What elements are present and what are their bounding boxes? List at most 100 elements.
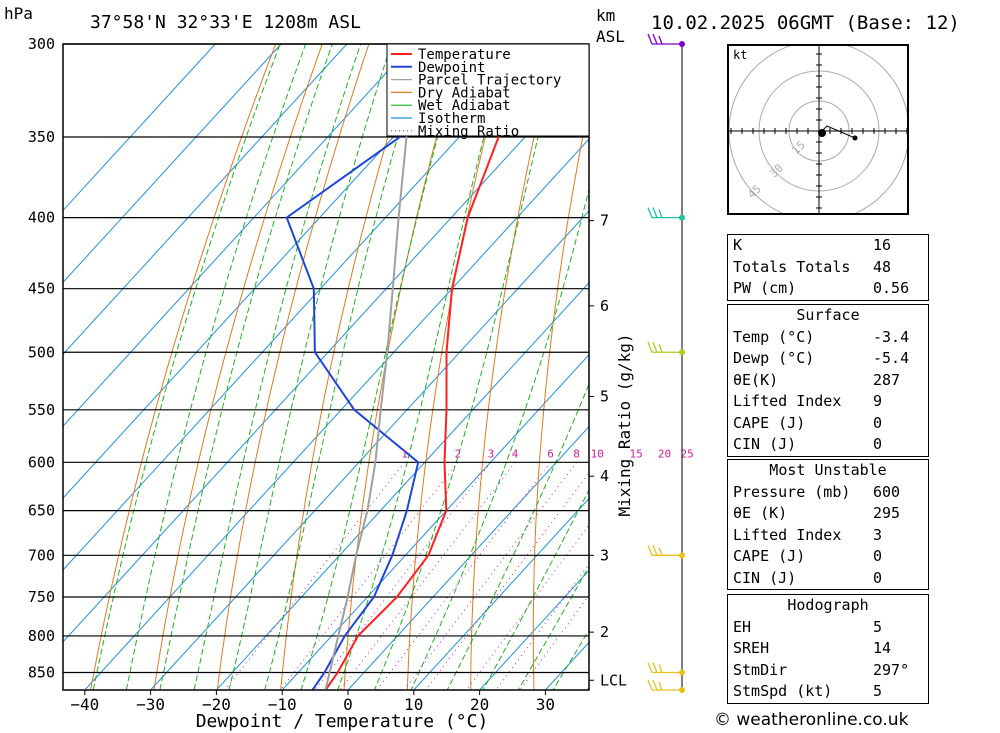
- pressure-tick-label: 350: [28, 128, 55, 146]
- height-unit-bottom: ASL: [596, 27, 625, 46]
- height-tick-label: 3: [600, 546, 609, 564]
- surface-key: CAPE (J): [733, 413, 806, 432]
- legend-label: Dewpoint: [418, 60, 485, 76]
- pressure-tick-label: 450: [28, 280, 55, 298]
- hodograph-storm-marker: [818, 129, 826, 137]
- dry-adiabat-line: [532, 102, 589, 690]
- legend-label: Isotherm: [418, 111, 485, 127]
- index-value: 48: [873, 257, 892, 276]
- isotherm-line: [281, 353, 589, 690]
- isotherm-line: [216, 282, 589, 690]
- height-tick-label: 4: [600, 467, 609, 485]
- isotherm-line: [413, 497, 589, 690]
- legend-label: Parcel Trajectory: [418, 73, 561, 89]
- plot-frame: [62, 43, 590, 691]
- surface-row: CIN (J) 0: [728, 434, 928, 456]
- mu-value: 3: [873, 525, 883, 544]
- pressure-tick-label: 800: [28, 627, 55, 645]
- x-tick-label: −20: [202, 695, 231, 714]
- pressure-tick-label: 700: [28, 546, 55, 564]
- hodo-key: EH: [733, 617, 752, 636]
- surface-key: Lifted Index: [733, 392, 842, 410]
- mixing-ratio-label: 25: [680, 447, 693, 460]
- wet-adiabat-line: [410, 187, 589, 690]
- isotherm-line: [63, 44, 216, 212]
- height-tick-label: 2: [600, 623, 609, 641]
- hodograph-ring-label-45: 45: [745, 183, 764, 202]
- parcel-trajectory-series: [324, 44, 421, 690]
- surface-key: Dewp (°C): [733, 349, 815, 367]
- pressure-tick-label: 750: [28, 588, 55, 606]
- isotherm-line: [84, 138, 589, 690]
- surface-value: -3.4: [873, 327, 910, 346]
- isotherm-line: [63, 44, 545, 571]
- mixing-ratio-label: 3: [488, 447, 495, 460]
- x-tick-label: −30: [136, 695, 165, 714]
- wet-adiabat-line: [482, 488, 589, 690]
- index-key: K: [733, 236, 743, 254]
- dry-adiabat-line: [216, 44, 370, 690]
- mixing-ratio-line: [224, 461, 405, 690]
- legend-label: Dry Adiabat: [418, 85, 511, 101]
- hodograph-table: Hodograph EH 5 SREH 14 StmDir 297° StmSpd (…: [727, 594, 929, 704]
- mu-row: θE (K) 295: [728, 503, 928, 525]
- mixing-ratio-line: [465, 524, 589, 690]
- index-row-totals: Totals Totals 48: [728, 257, 928, 279]
- wet-adiabat-line: [446, 382, 589, 690]
- mu-key: θE (K): [733, 504, 788, 522]
- hodograph-unit: kt: [733, 48, 747, 62]
- surface-table: Surface Temp (°C) -3.4 Dewp (°C) -5.4 θE(K…: [727, 304, 929, 457]
- mu-key: Pressure (mb): [733, 482, 851, 501]
- surface-row: Dewp (°C) -5.4: [728, 348, 928, 370]
- most-unstable-title: Most Unstable: [769, 461, 887, 479]
- x-tick-label: 0: [343, 695, 353, 714]
- dry-adiabat-line: [406, 44, 510, 690]
- isotherm-line: [63, 44, 414, 427]
- hodo-row: StmSpd (kt) 5: [728, 681, 928, 703]
- location-title: 37°58'N 32°33'E 1208m ASL: [90, 12, 361, 33]
- legend-box: [386, 43, 590, 137]
- pressure-unit-label: hPa: [4, 4, 33, 23]
- mu-value: 600: [873, 482, 901, 501]
- surface-value: 0: [873, 413, 883, 432]
- mu-key: CIN (J): [733, 568, 797, 587]
- wind-barb: [647, 545, 682, 556]
- surface-key: θE(K): [733, 370, 779, 389]
- surface-row: CAPE (J) 0: [728, 413, 928, 435]
- mu-value: 0: [873, 568, 883, 587]
- x-tick-label: 20: [470, 695, 489, 714]
- height-tick-label: 6: [600, 297, 609, 315]
- mu-row: Pressure (mb) 600: [728, 482, 928, 504]
- index-key: PW (cm): [733, 279, 797, 297]
- x-axis-label: Dewpoint / Temperature (°C): [196, 711, 489, 732]
- height-unit-top: km: [596, 6, 616, 25]
- dry-adiabat-line: [343, 44, 463, 690]
- isotherm-line: [347, 425, 589, 690]
- wet-adiabat-line: [159, 44, 333, 690]
- mixing-ratio-label: 8: [573, 447, 580, 460]
- most-unstable-table: Most Unstable Pressure (mb) 600 θE (K) 295…: [727, 459, 929, 590]
- x-tick-label: −10: [268, 695, 297, 714]
- wet-adiabat-line: [193, 44, 362, 690]
- mixing-ratio-label: 4: [512, 447, 519, 460]
- wet-adiabat-line: [517, 565, 589, 690]
- wet-adiabat-line: [125, 44, 307, 690]
- index-row-k: K 16: [728, 235, 928, 257]
- height-tick-label: 5: [600, 387, 609, 405]
- mixing-ratio-line: [403, 461, 577, 690]
- hodo-value: 5: [873, 682, 883, 700]
- surface-row: Temp (°C) -3.4: [728, 327, 928, 349]
- mu-value: 295: [873, 504, 901, 522]
- mu-row: CIN (J) 0: [728, 568, 928, 590]
- hodo-value: 5: [873, 617, 883, 636]
- mu-value: 0: [873, 547, 883, 565]
- x-tick-label: 30: [536, 695, 555, 714]
- dry-adiabat-line: [470, 44, 556, 690]
- pressure-tick-label: 500: [28, 343, 55, 361]
- credit-link[interactable]: © weatheronline.co.uk: [714, 710, 909, 730]
- mu-key: Lifted Index: [733, 525, 842, 544]
- index-row-pw: PW (cm) 0.56: [728, 278, 928, 300]
- mixing-ratio-label: 10: [591, 447, 604, 460]
- hodograph-end-marker: [852, 135, 858, 141]
- index-value: 0.56: [873, 279, 910, 297]
